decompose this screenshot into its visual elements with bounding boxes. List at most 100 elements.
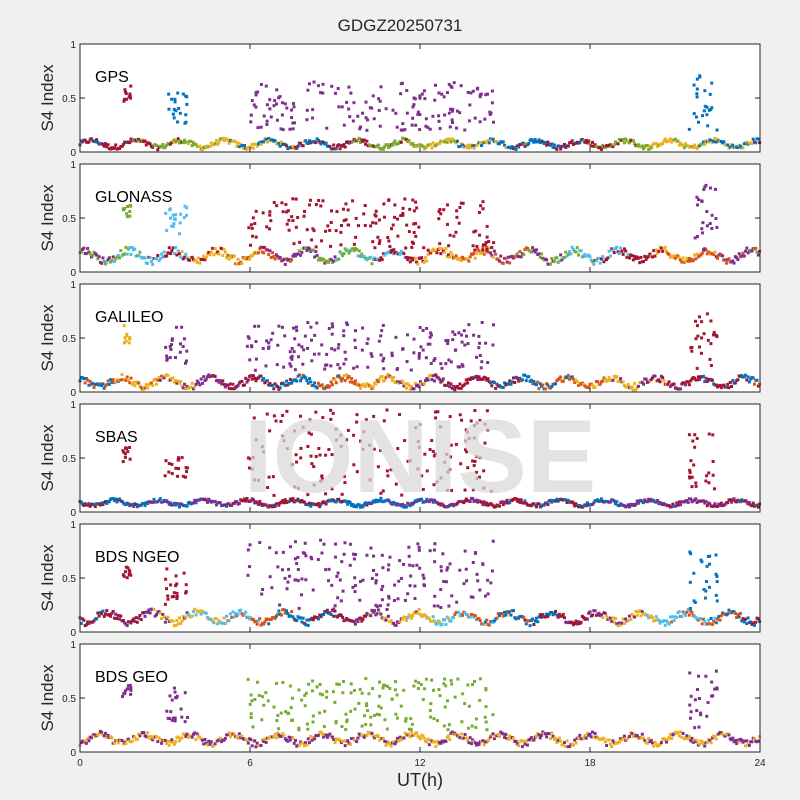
data-point: [281, 413, 285, 417]
data-point: [402, 688, 406, 692]
data-point: [362, 138, 366, 142]
data-point: [481, 739, 485, 743]
data-point: [392, 599, 396, 603]
data-point: [485, 224, 489, 228]
data-point: [193, 498, 197, 502]
data-point: [279, 500, 283, 504]
data-point: [481, 562, 485, 566]
data-point: [460, 418, 464, 422]
data-point: [293, 540, 297, 544]
data-point: [186, 141, 190, 145]
data-point: [414, 200, 418, 204]
data-point: [510, 254, 514, 258]
data-point: [170, 224, 174, 228]
data-point: [356, 620, 360, 624]
data-point: [403, 197, 407, 201]
data-point: [177, 252, 181, 256]
data-point: [639, 614, 643, 618]
data-point: [695, 252, 699, 256]
data-point: [387, 614, 391, 618]
data-point: [305, 108, 309, 112]
data-point: [533, 250, 537, 254]
data-point: [487, 623, 491, 627]
data-point: [359, 505, 362, 509]
data-point: [409, 717, 413, 721]
data-point: [527, 141, 531, 145]
data-point: [251, 725, 255, 729]
data-point: [452, 384, 456, 388]
data-point: [281, 128, 285, 132]
data-point: [168, 356, 172, 360]
data-point: [398, 619, 402, 623]
data-point: [223, 622, 227, 626]
data-point: [692, 112, 696, 116]
data-point: [290, 696, 294, 700]
data-point: [318, 453, 322, 457]
data-point: [276, 713, 280, 717]
data-point: [245, 380, 249, 384]
data-point: [508, 501, 512, 505]
data-point: [163, 602, 167, 606]
data-point: [460, 720, 464, 724]
data-point: [557, 612, 561, 616]
data-point: [713, 250, 717, 254]
data-point: [130, 246, 134, 250]
data-point: [320, 474, 324, 478]
data-point: [371, 385, 375, 389]
data-point: [455, 215, 459, 219]
data-point: [218, 736, 222, 740]
data-point: [390, 351, 394, 355]
data-point: [218, 501, 222, 505]
data-point: [348, 249, 352, 253]
data-point: [288, 614, 292, 618]
data-point: [170, 337, 174, 341]
data-point: [444, 137, 448, 141]
data-point: [459, 84, 463, 88]
data-point: [155, 613, 158, 617]
data-point: [712, 331, 716, 335]
data-point: [257, 251, 260, 255]
data-point: [314, 455, 318, 459]
data-point: [448, 467, 452, 471]
data-point: [745, 500, 749, 504]
data-point: [190, 614, 194, 618]
data-point: [264, 364, 268, 368]
data-point: [105, 609, 109, 613]
data-point: [424, 117, 428, 121]
data-point: [361, 447, 365, 451]
data-point: [126, 379, 130, 383]
data-point: [504, 613, 508, 617]
data-point: [170, 595, 174, 599]
data-point: [266, 486, 270, 490]
data-point: [121, 449, 125, 453]
data-point: [372, 117, 376, 121]
data-point: [357, 383, 361, 387]
data-point: [485, 728, 489, 732]
data-point: [163, 474, 167, 478]
data-point: [506, 737, 510, 741]
data-point: [421, 573, 425, 577]
data-point: [139, 386, 143, 390]
data-point: [388, 555, 392, 559]
data-point: [520, 378, 524, 382]
data-point: [135, 505, 139, 509]
data-point: [153, 377, 157, 381]
data-point: [649, 614, 653, 618]
data-point: [373, 213, 377, 217]
data-point: [412, 351, 416, 355]
data-point: [387, 563, 391, 567]
data-point: [359, 616, 362, 620]
data-point: [300, 620, 304, 624]
data-point: [369, 715, 373, 719]
scatter-points: [78, 669, 762, 749]
data-point: [471, 595, 475, 599]
data-point: [104, 731, 107, 735]
panel-label: SBAS: [95, 429, 138, 446]
data-point: [578, 733, 582, 737]
data-point: [323, 367, 327, 371]
data-point: [312, 465, 316, 469]
data-point: [465, 334, 469, 338]
data-point: [531, 617, 535, 621]
data-point: [477, 346, 481, 350]
data-point: [290, 346, 294, 350]
